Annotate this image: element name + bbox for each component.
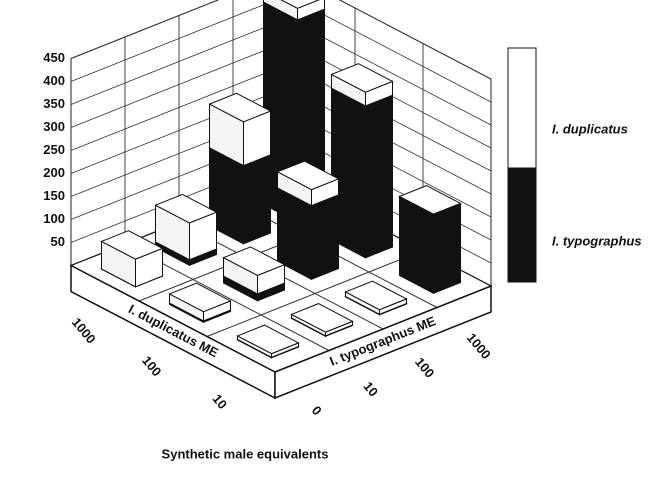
bar-front bbox=[433, 203, 461, 295]
y-tick-label: 350 bbox=[43, 96, 65, 111]
legend-label: I. typographus bbox=[552, 233, 642, 248]
y-tick-label: 400 bbox=[43, 73, 65, 88]
y-tick-label: 300 bbox=[43, 119, 65, 134]
x-axis-title: Synthetic male equivalents bbox=[162, 446, 329, 461]
category-label: 0 bbox=[309, 403, 325, 418]
bar-top bbox=[236, 324, 300, 355]
grid-line bbox=[70, 0, 492, 103]
category-label: 10 bbox=[360, 379, 381, 400]
bar-top bbox=[208, 92, 272, 123]
group-label: 1000 bbox=[69, 315, 99, 347]
bar-front bbox=[311, 194, 339, 281]
bar-front bbox=[243, 154, 271, 245]
category-label: 100 bbox=[412, 354, 437, 380]
y-tick-label: 200 bbox=[43, 165, 65, 180]
bar-top bbox=[280, 0, 320, 9]
floor-grid bbox=[206, 250, 424, 337]
bar-top bbox=[344, 280, 408, 311]
bar-top bbox=[398, 185, 462, 215]
bar-top bbox=[154, 193, 218, 224]
group-label: 100 bbox=[139, 353, 164, 379]
bar-front bbox=[297, 0, 325, 21]
bar-top bbox=[290, 303, 354, 333]
bar-top bbox=[100, 230, 164, 260]
bar-top bbox=[222, 246, 286, 276]
bar-top bbox=[168, 282, 232, 313]
slab-right bbox=[274, 284, 492, 400]
group-label: 10 bbox=[209, 391, 230, 412]
legend-label: I. duplicatus bbox=[552, 121, 628, 136]
y-tick-label: 50 bbox=[51, 234, 65, 249]
legend-swatch bbox=[507, 47, 537, 169]
bar-top bbox=[276, 160, 340, 191]
y-tick-label: 450 bbox=[43, 50, 65, 65]
grid-line bbox=[70, 0, 492, 80]
bar-front bbox=[365, 94, 393, 259]
y-tick-label: 150 bbox=[43, 188, 65, 203]
y-tick-label: 250 bbox=[43, 142, 65, 157]
category-label: 1000 bbox=[464, 330, 494, 362]
y-tick-label: 100 bbox=[43, 211, 65, 226]
legend-swatch bbox=[507, 167, 537, 283]
bar-top bbox=[330, 63, 394, 93]
